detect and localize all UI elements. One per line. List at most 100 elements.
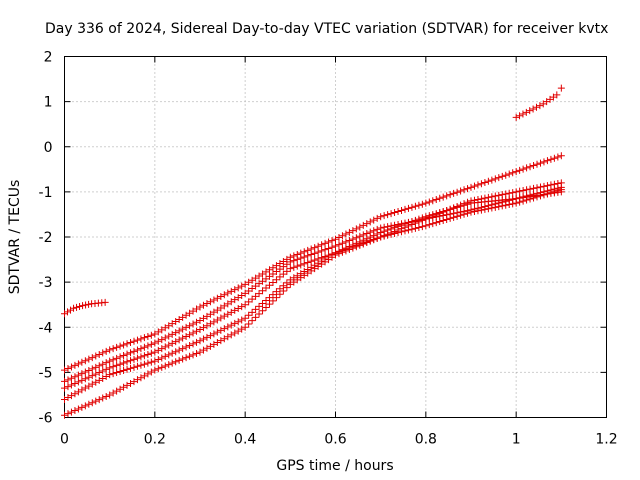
series-B xyxy=(61,179,565,385)
x-tick-label: 0.8 xyxy=(415,432,437,448)
data-point xyxy=(137,345,145,353)
data-point xyxy=(342,247,350,255)
data-point xyxy=(269,291,277,299)
data-point xyxy=(439,217,447,225)
data-point xyxy=(133,346,141,354)
data-point xyxy=(95,362,103,370)
data-point xyxy=(123,340,131,348)
data-point xyxy=(540,158,548,166)
data-point xyxy=(85,300,93,308)
data-point xyxy=(81,402,89,410)
data-point xyxy=(227,287,235,295)
data-point xyxy=(446,191,454,199)
data-point xyxy=(144,350,152,358)
data-point xyxy=(175,336,183,344)
data-point xyxy=(394,229,402,237)
data-point xyxy=(391,230,399,238)
data-point xyxy=(345,236,353,244)
data-point xyxy=(102,347,110,355)
data-point xyxy=(151,357,159,365)
data-point xyxy=(70,304,78,312)
data-point xyxy=(196,326,204,334)
data-point xyxy=(113,369,121,377)
data-point xyxy=(422,222,430,230)
data-point xyxy=(196,337,204,345)
data-point xyxy=(335,241,343,249)
data-point xyxy=(113,361,121,369)
data-point xyxy=(116,342,124,350)
x-tick-label: 0.6 xyxy=(324,432,346,448)
series-G xyxy=(512,84,565,121)
data-point xyxy=(168,330,176,338)
data-point xyxy=(71,407,79,415)
data-point xyxy=(491,175,499,183)
data-point xyxy=(245,320,253,328)
x-tick-label: 0 xyxy=(60,432,69,448)
data-point xyxy=(335,234,343,242)
data-point xyxy=(297,254,305,262)
data-point xyxy=(231,319,239,327)
data-point xyxy=(241,323,249,331)
data-point xyxy=(137,353,145,361)
data-point xyxy=(102,373,110,381)
data-point xyxy=(127,357,135,365)
data-point xyxy=(196,348,204,356)
data-point xyxy=(137,374,145,382)
data-point xyxy=(536,192,544,200)
data-point xyxy=(418,223,426,231)
data-point xyxy=(543,157,551,165)
data-point xyxy=(120,366,128,374)
y-tick-labels: -6 -5 -4 -3 -2 -1 0 1 2 xyxy=(39,50,53,427)
data-point xyxy=(439,193,447,201)
data-point xyxy=(144,370,152,378)
data-point xyxy=(332,235,339,243)
data-point xyxy=(73,303,81,311)
data-point xyxy=(196,303,204,311)
data-point xyxy=(297,261,305,269)
data-point xyxy=(217,314,225,322)
data-point xyxy=(325,238,333,246)
data-point xyxy=(116,385,124,393)
data-point xyxy=(101,298,109,306)
data-point xyxy=(411,224,419,232)
data-point xyxy=(366,218,374,226)
data-point xyxy=(467,208,475,216)
data-point xyxy=(255,302,263,310)
data-point xyxy=(130,337,138,345)
data-point xyxy=(550,188,558,196)
data-point xyxy=(85,373,93,381)
data-point xyxy=(127,379,135,387)
data-point xyxy=(415,223,423,231)
data-point xyxy=(446,214,454,222)
data-point xyxy=(206,320,214,328)
data-point xyxy=(120,383,128,391)
data-point xyxy=(78,370,86,378)
y-axis-label: SDTVAR / TECUs xyxy=(7,180,23,295)
data-point xyxy=(99,367,107,375)
x-axis-label: GPS time / hours xyxy=(276,458,393,474)
data-point xyxy=(338,248,346,256)
x-tick-label: 0.4 xyxy=(234,432,256,448)
chart-title: Day 336 of 2024, Sidereal Day-to-day VTE… xyxy=(45,21,608,37)
data-point xyxy=(193,349,201,357)
data-point xyxy=(109,356,117,364)
data-point xyxy=(179,334,187,342)
data-point xyxy=(123,350,131,358)
data-point xyxy=(161,334,169,342)
data-point xyxy=(224,323,232,331)
data-point xyxy=(113,387,121,395)
data-point xyxy=(92,378,100,386)
data-point xyxy=(133,354,141,362)
data-point xyxy=(106,371,114,379)
data-point xyxy=(234,318,242,326)
data-point xyxy=(398,206,406,214)
data-point xyxy=(99,374,107,382)
data-point xyxy=(345,228,353,236)
y-tick-label: -5 xyxy=(39,365,53,381)
data-point xyxy=(547,155,555,163)
data-point xyxy=(113,343,121,351)
data-point xyxy=(189,351,197,359)
data-point xyxy=(533,193,541,201)
data-point xyxy=(193,318,201,326)
data-point xyxy=(283,284,291,292)
